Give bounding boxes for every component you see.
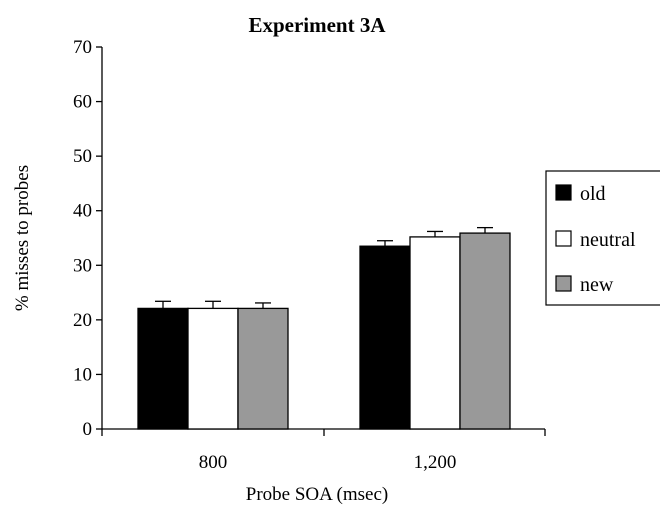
legend-label-old: old [580, 183, 606, 205]
bar-new-0 [238, 308, 288, 429]
chart-title: Experiment 3A [248, 13, 386, 37]
legend-label-new: new [580, 274, 614, 296]
bar-new-1 [460, 233, 510, 429]
y-tick-label: 10 [73, 364, 92, 385]
legend-label-neutral: neutral [580, 229, 636, 251]
x-tick-label: 1,200 [414, 452, 457, 473]
y-tick-label: 60 [73, 92, 92, 113]
bar-old-1 [360, 246, 410, 429]
bar-neutral-0 [188, 308, 238, 429]
y-tick-label: 20 [73, 310, 92, 331]
bar-neutral-1 [410, 237, 460, 429]
x-tick-label: 800 [199, 452, 228, 473]
plot-area: 0 10 20 30 40 50 60 70 800 1,200 [73, 37, 545, 473]
legend-swatch-old [556, 185, 571, 200]
legend-swatch-new [556, 276, 571, 291]
y-tick-label: 40 [73, 201, 92, 222]
y-tick-label: 30 [73, 255, 92, 276]
legend-swatch-neutral [556, 231, 571, 246]
legend: old neutral new [546, 171, 660, 305]
y-tick-label: 50 [73, 146, 92, 167]
bar-old-0 [138, 308, 188, 429]
y-tick-label: 0 [83, 419, 93, 440]
x-axis-label: Probe SOA (msec) [246, 484, 388, 505]
y-axis-label: % misses to probes [12, 165, 33, 311]
y-tick-label: 70 [73, 37, 92, 58]
